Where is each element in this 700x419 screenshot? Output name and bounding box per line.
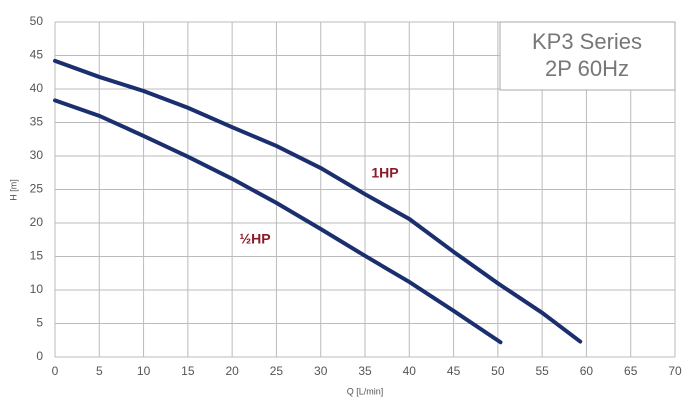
x-tick-label: 20 <box>225 364 239 378</box>
y-tick-label: 40 <box>30 81 44 95</box>
y-tick-label: 20 <box>30 215 44 229</box>
x-tick-label: 15 <box>181 364 195 378</box>
x-tick-label: 65 <box>624 364 638 378</box>
y-tick-label: 10 <box>30 282 44 296</box>
x-tick-label: 70 <box>668 364 682 378</box>
y-tick-label: 50 <box>30 14 44 28</box>
x-tick-label: 45 <box>447 364 461 378</box>
y-tick-label: 45 <box>30 48 44 62</box>
x-tick-label: 25 <box>270 364 284 378</box>
title-box <box>499 21 676 91</box>
y-axis-label: H [m] <box>8 179 18 201</box>
x-tick-label: 50 <box>491 364 505 378</box>
y-tick-label: 35 <box>30 115 44 129</box>
x-tick-label: 10 <box>137 364 151 378</box>
y-tick-label: 15 <box>30 249 44 263</box>
chart-title: KP3 Series <box>532 29 642 54</box>
x-tick-label: 40 <box>403 364 417 378</box>
curve <box>53 58 583 344</box>
chart-subtitle: 2P 60Hz <box>545 56 629 81</box>
y-tick-label: 30 <box>30 148 44 162</box>
x-tick-label: 30 <box>314 364 328 378</box>
x-tick-label: 5 <box>96 364 103 378</box>
series-label: ½HP <box>239 231 270 247</box>
x-tick-label: 0 <box>52 364 59 378</box>
y-tick-label: 0 <box>36 349 43 363</box>
x-tick-label: 60 <box>580 364 594 378</box>
x-tick-label: 55 <box>535 364 549 378</box>
y-tick-label: 5 <box>36 316 43 330</box>
curve <box>53 98 503 345</box>
x-tick-label: 35 <box>358 364 372 378</box>
x-axis-label: Q [L/min] <box>347 386 384 396</box>
y-tick-label: 25 <box>30 182 44 196</box>
series-label: 1HP <box>371 165 398 181</box>
